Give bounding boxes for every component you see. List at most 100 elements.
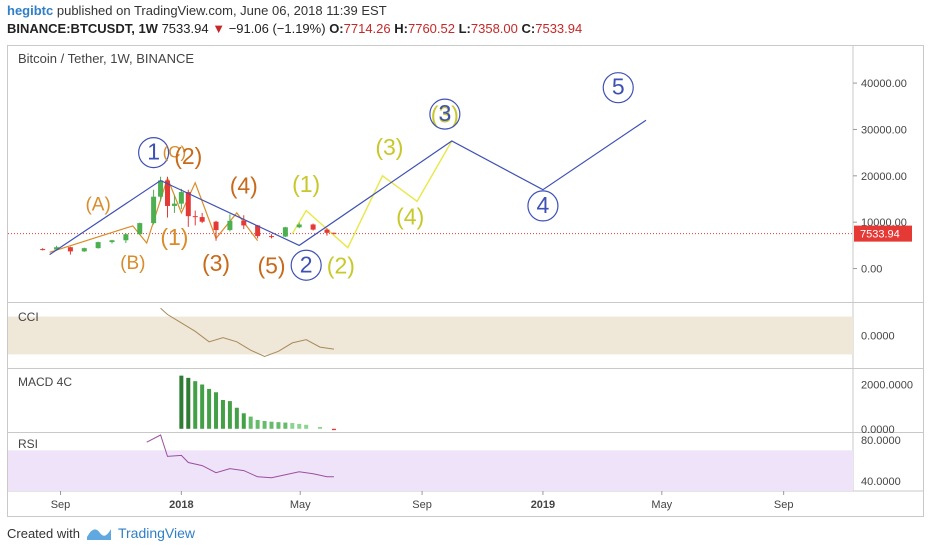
cci-tick-label: 0.0000 (861, 331, 895, 343)
macd-bar (186, 377, 191, 429)
macd-bar (318, 427, 323, 429)
rsi-band (8, 450, 853, 491)
candle-body (331, 232, 337, 234)
candle-body (296, 224, 302, 228)
price-tick-label: 20000.00 (861, 171, 907, 183)
macd-bar (214, 392, 219, 429)
ticker-line: BINANCE:BTCUSDT, 1W 7533.94 ▼ −91.06 (−1… (7, 21, 582, 36)
last-price: 7533.94 (161, 21, 209, 36)
cci-line (160, 307, 334, 358)
published-text: published on TradingView.com, June 06, 2… (56, 3, 387, 18)
macd-bar (276, 422, 281, 429)
candle-body (164, 180, 170, 206)
macd-bar (290, 423, 295, 429)
wave-label: 2 (300, 251, 313, 277)
wave-label: (4) (396, 204, 424, 230)
candle-body (95, 242, 101, 249)
macd-bar (220, 400, 225, 429)
wave-label: (2) (327, 253, 355, 279)
created-with-label: Created with (7, 525, 80, 541)
symbol-label: BINANCE:BTCUSDT, 1W (7, 21, 158, 36)
change-value: −91.06 (−1.19%) (228, 21, 326, 36)
macd-bar (331, 428, 336, 431)
wave-label: (4) (230, 172, 258, 198)
chart-title: Bitcoin / Tether, 1W, BINANCE (18, 51, 194, 66)
candle-body (192, 216, 198, 218)
footer: Created with TradingView (7, 525, 195, 541)
macd-bar (304, 424, 309, 429)
wave-label: (3) (431, 102, 459, 128)
macd-label: MACD 4C (18, 375, 72, 389)
cci-band (8, 316, 853, 355)
wave-label: 5 (612, 74, 625, 100)
publish-line: hegibtc published on TradingView.com, Ju… (7, 3, 387, 18)
macd-tick-label: 0.0000 (861, 424, 895, 436)
close-label: C: (521, 21, 536, 36)
tradingview-brand-link[interactable]: TradingView (117, 525, 196, 541)
close-value: 7533.94 (535, 21, 583, 36)
candle-body (227, 220, 233, 231)
wave-label: (3) (202, 250, 230, 276)
time-tick-label: Sep (51, 499, 71, 511)
change-arrow-icon: ▼ (212, 21, 226, 36)
macd-bar (227, 401, 232, 429)
time-tick-label: Sep (412, 499, 432, 511)
macd-bar (200, 384, 205, 429)
wave-label: (B) (120, 253, 145, 274)
price-tick-label: 30000.00 (861, 124, 907, 136)
wave-label: (2) (174, 143, 202, 169)
candle-body (282, 227, 288, 237)
candle-body (137, 223, 143, 235)
candle-body (171, 203, 177, 206)
candle-body (255, 225, 261, 237)
candle-body (241, 220, 247, 226)
open-value: 7714.26 (343, 21, 391, 36)
candle-body (310, 224, 316, 230)
macd-bar (283, 422, 288, 429)
rsi-label: RSI (18, 437, 38, 451)
candle-body (123, 234, 129, 241)
rsi-line (146, 434, 334, 479)
candle-body (81, 248, 87, 252)
candle-body (40, 249, 46, 251)
candle-body (158, 180, 164, 197)
low-label: L: (458, 21, 471, 36)
macd-bar (248, 416, 253, 429)
rsi-tick-label: 40.0000 (861, 476, 901, 488)
macd-bar (207, 388, 212, 429)
macd-bar (269, 421, 274, 429)
candle-body (213, 221, 219, 231)
candle-body (178, 192, 184, 204)
author-link[interactable]: hegibtc (7, 3, 54, 18)
macd-bar (193, 381, 198, 429)
candle-body (54, 247, 60, 250)
low-value: 7358.00 (470, 21, 518, 36)
time-tick-label: 2018 (169, 499, 193, 511)
candle-body (67, 247, 73, 252)
cci-label: CCI (18, 310, 39, 324)
time-tick-label: May (651, 499, 672, 511)
tradingview-logo-icon (86, 529, 111, 540)
high-label: H: (394, 21, 408, 36)
chart-frame[interactable]: Bitcoin / Tether, 1W, BINANCE 0.00 10000.0… (7, 45, 924, 517)
macd-tick-label: 2000.0000 (861, 380, 913, 392)
candle-body (185, 192, 191, 217)
candle-body (324, 229, 330, 233)
chart-canvas[interactable]: Bitcoin / Tether, 1W, BINANCE0.0010000.0… (8, 46, 923, 516)
candle-body (151, 196, 157, 224)
current-price-label: 7533.94 (860, 229, 900, 241)
candle-body (109, 240, 115, 243)
wave-label: (3) (375, 134, 403, 160)
wave-yellow-line (291, 140, 453, 249)
candle-body (199, 217, 205, 222)
wave-label: 4 (537, 192, 550, 218)
wave-label: (A) (85, 195, 110, 216)
time-tick-label: Sep (774, 499, 794, 511)
price-tick-label: 40000.00 (861, 78, 907, 90)
wave-label: (1) (292, 171, 320, 197)
wave-label-circle (527, 190, 559, 222)
wave-label: 1 (147, 139, 160, 165)
wave-label-circle (290, 249, 322, 281)
macd-bar (241, 413, 246, 429)
high-value: 7760.52 (407, 21, 455, 36)
